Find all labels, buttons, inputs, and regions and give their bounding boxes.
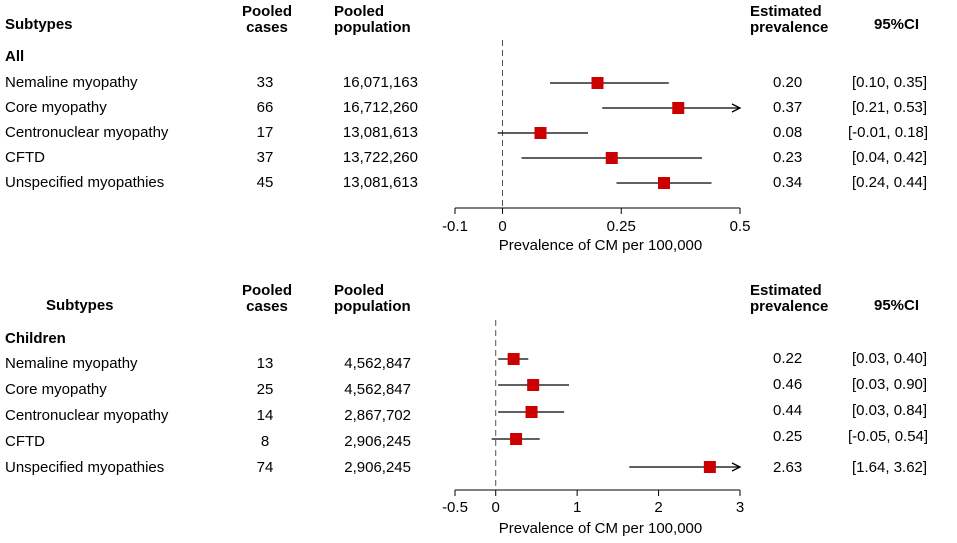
x-tick-label: 1 bbox=[573, 499, 581, 516]
ci-value: [0.24, 0.44] bbox=[852, 174, 928, 191]
population-value: 2,906,245 bbox=[344, 459, 411, 476]
subtype-label: Centronuclear myopathy bbox=[5, 407, 169, 424]
header-estimated-prevalence: Estimated prevalence bbox=[750, 4, 828, 36]
ci-value: [1.64, 3.62] bbox=[852, 459, 928, 476]
header-pooled-cases-line2: cases bbox=[246, 298, 288, 315]
subtype-label: Centronuclear myopathy bbox=[5, 124, 169, 141]
point-estimate-marker bbox=[591, 77, 604, 89]
point-estimate-marker bbox=[527, 379, 540, 391]
point-estimate-marker bbox=[605, 152, 618, 164]
point-estimate-marker bbox=[510, 433, 523, 445]
x-tick-label: -0.5 bbox=[442, 499, 468, 516]
ci-value: [0.10, 0.35] bbox=[852, 74, 928, 91]
estimate-value: 0.44 bbox=[773, 402, 803, 419]
header-estimated-prevalence-line1: Estimated bbox=[750, 3, 822, 20]
estimate-value: 0.20 bbox=[773, 74, 803, 91]
cases-value: 37 bbox=[256, 149, 274, 166]
x-tick-label: 0 bbox=[498, 218, 506, 235]
header-subtypes: Subtypes bbox=[46, 297, 114, 314]
cases-value: 17 bbox=[256, 124, 274, 141]
point-estimate-marker bbox=[672, 102, 685, 114]
header-pooled-population-line1: Pooled bbox=[334, 282, 385, 299]
population-value: 4,562,847 bbox=[344, 381, 411, 398]
subtype-label: Core myopathy bbox=[5, 99, 107, 116]
point-estimate-marker bbox=[534, 127, 547, 139]
estimate-value: 0.23 bbox=[773, 149, 803, 166]
ci-value: [0.04, 0.42] bbox=[852, 149, 928, 166]
header-estimated-prevalence-line2: prevalence bbox=[750, 19, 829, 36]
header-subtypes: Subtypes bbox=[5, 16, 73, 33]
estimate-value: 0.46 bbox=[773, 376, 803, 393]
x-tick-label: 3 bbox=[736, 499, 744, 516]
estimate-value: 0.34 bbox=[773, 174, 803, 191]
cases-value: 74 bbox=[256, 459, 274, 476]
header-ci: 95%CI bbox=[874, 16, 920, 33]
x-tick-label: 0 bbox=[492, 499, 500, 516]
point-estimate-marker bbox=[703, 461, 716, 473]
header-estimated-prevalence: Estimated prevalence bbox=[750, 283, 828, 315]
subtype-label: Nemaline myopathy bbox=[5, 355, 138, 372]
header-pooled-population: Pooled population bbox=[334, 283, 411, 315]
estimate-value: 0.25 bbox=[773, 428, 803, 445]
population-value: 13,722,260 bbox=[342, 149, 418, 166]
ci-value: [0.03, 0.90] bbox=[852, 376, 928, 393]
ci-value: [0.03, 0.84] bbox=[852, 402, 928, 419]
header-pooled-cases-line2: cases bbox=[246, 19, 288, 36]
header-pooled-cases: Pooled cases bbox=[242, 4, 292, 36]
ci-value: [-0.01, 0.18] bbox=[848, 124, 929, 141]
cases-value: 14 bbox=[256, 407, 274, 424]
ci-arrow bbox=[731, 462, 742, 472]
estimate-value: 2.63 bbox=[773, 459, 803, 476]
header-estimated-prevalence-line1: Estimated bbox=[750, 282, 822, 299]
population-value: 13,081,613 bbox=[342, 124, 418, 141]
x-tick-label: 0.5 bbox=[730, 218, 751, 235]
subtype-label: CFTD bbox=[5, 149, 45, 166]
header-pooled-cases-line1: Pooled bbox=[241, 282, 293, 299]
group-label: Children bbox=[5, 330, 66, 347]
population-value: 13,081,613 bbox=[342, 174, 418, 191]
cases-value: 25 bbox=[256, 381, 274, 398]
subtype-label: Unspecified myopathies bbox=[5, 174, 165, 191]
population-value: 16,712,260 bbox=[342, 99, 418, 116]
subtype-label: Nemaline myopathy bbox=[5, 74, 138, 91]
subtype-label: Core myopathy bbox=[5, 381, 107, 398]
ci-value: [0.21, 0.53] bbox=[852, 99, 928, 116]
estimate-value: 0.37 bbox=[773, 99, 803, 116]
ci-arrow bbox=[731, 103, 742, 113]
group-label: All bbox=[5, 48, 25, 65]
cases-value: 8 bbox=[260, 433, 270, 450]
estimate-value: 0.22 bbox=[773, 350, 803, 367]
x-axis-label: Prevalence of CM per 100,000 bbox=[499, 237, 702, 254]
subtype-label: CFTD bbox=[5, 433, 45, 450]
x-tick-label: -0.1 bbox=[442, 218, 468, 235]
point-estimate-marker bbox=[658, 177, 670, 189]
header-ci: 95%CI bbox=[874, 297, 920, 314]
cases-value: 66 bbox=[256, 99, 274, 116]
header-pooled-population: Pooled population bbox=[334, 4, 411, 36]
header-pooled-population-line2: population bbox=[334, 298, 411, 315]
population-value: 4,562,847 bbox=[344, 355, 411, 372]
header-pooled-population-line2: population bbox=[334, 19, 411, 36]
population-value: 2,867,702 bbox=[344, 407, 411, 424]
subtype-label: Unspecified myopathies bbox=[5, 459, 165, 476]
ci-value: [0.03, 0.40] bbox=[852, 350, 928, 367]
x-tick-label: 0.25 bbox=[607, 218, 636, 235]
estimate-value: 0.08 bbox=[773, 124, 803, 141]
x-tick-label: 2 bbox=[654, 499, 662, 516]
cases-value: 45 bbox=[256, 174, 274, 191]
header-pooled-cases: Pooled cases bbox=[242, 283, 292, 315]
cases-value: 13 bbox=[256, 355, 274, 372]
header-pooled-population-line1: Pooled bbox=[334, 3, 385, 20]
header-estimated-prevalence-line2: prevalence bbox=[750, 298, 829, 315]
ci-value: [-0.05, 0.54] bbox=[848, 428, 929, 445]
point-estimate-marker bbox=[507, 353, 520, 365]
header-pooled-cases-line1: Pooled bbox=[241, 3, 293, 20]
cases-value: 33 bbox=[256, 74, 274, 91]
point-estimate-marker bbox=[525, 406, 538, 418]
x-axis-label: Prevalence of CM per 100,000 bbox=[499, 520, 702, 537]
population-value: 16,071,163 bbox=[342, 74, 418, 91]
population-value: 2,906,245 bbox=[344, 433, 411, 450]
